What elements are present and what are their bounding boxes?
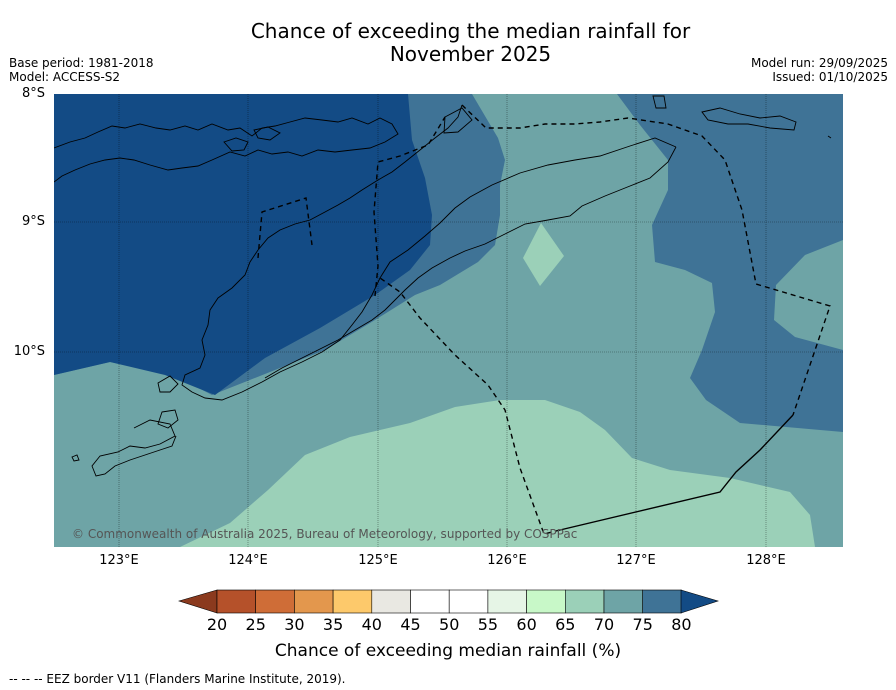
- eez-segment-south: [379, 277, 561, 535]
- coastline-timor-south: [264, 146, 677, 379]
- lat-label-8s: 8°S: [21, 86, 45, 101]
- colorbar-bin-65-70: [564, 589, 605, 614]
- coastline-sawu-cluster: [91, 409, 179, 477]
- colorbar-bin-40-45: [371, 589, 411, 614]
- eez-border: [257, 104, 831, 535]
- colorbar-bin-75-80: [642, 589, 682, 614]
- colorbar-bin-30-35: [294, 589, 334, 614]
- colorbar-extend-high: [680, 589, 719, 614]
- lon-label-123e: 123°E: [99, 553, 139, 568]
- base-period: Base period: 1981-2018: [9, 56, 154, 70]
- colorbar-bin-35-40: [332, 589, 373, 614]
- colorbar-bin-20-25: [216, 589, 257, 614]
- colorbar-extend-low: [178, 589, 218, 614]
- contour-70-75-east: [774, 240, 843, 350]
- colorbar-tick-40: 40: [361, 615, 382, 634]
- colorbar-tick-50: 50: [439, 615, 460, 634]
- colorbar-bin-50-55: [448, 589, 489, 614]
- eez-segment-west: [373, 116, 446, 297]
- issued-date: Issued: 01/10/2025: [772, 70, 888, 84]
- coastline-flores: [54, 117, 399, 183]
- lon-label-124e: 124°E: [228, 553, 268, 568]
- lon-label-128e: 128°E: [746, 553, 786, 568]
- model-name: Model: ACCESS-S2: [9, 70, 121, 84]
- colorbar-tick-35: 35: [322, 615, 344, 634]
- meta-right: Model run: 29/09/2025 Issued: 01/10/2025: [751, 56, 888, 84]
- eez-footnote: -- -- -- EEZ border V11 (Flanders Marine…: [9, 672, 346, 686]
- colorbar-tick-60: 60: [516, 615, 537, 634]
- title-line-2: November 2025: [389, 42, 552, 66]
- lon-label-125e: 125°E: [358, 553, 398, 568]
- contour-65-70-diamond: [523, 223, 564, 286]
- lat-label-9s: 9°S: [21, 214, 45, 229]
- model-run: Model run: 29/09/2025: [750, 56, 888, 70]
- probability-contours: [54, 94, 843, 547]
- coastline-alor: [223, 137, 249, 152]
- colorbar-tick-45: 45: [400, 615, 421, 634]
- colorbar-tick-75: 75: [632, 615, 653, 634]
- colorbar-tick-80: 80: [671, 615, 692, 634]
- lon-label-126e: 126°E: [487, 553, 527, 568]
- chart-title: Chance of exceeding the median rainfall …: [0, 20, 896, 66]
- coastlines: [54, 95, 832, 477]
- contour-above-80: [54, 94, 432, 395]
- colorbar-bin-60-65: [526, 589, 566, 614]
- coastline-rote: [157, 375, 179, 393]
- coastline-timor: [181, 104, 677, 401]
- meta-left: Base period: 1981-2018 Model: ACCESS-S2: [9, 56, 154, 84]
- rainfall-map: [54, 94, 843, 547]
- colorbar-label: Chance of exceeding median rainfall (%): [274, 641, 622, 661]
- colorbar-tick-70: 70: [593, 615, 615, 634]
- coastline-island-ne-1: [652, 95, 667, 109]
- copyright-text: © Commonwealth of Australia 2025, Bureau…: [72, 527, 578, 541]
- colorbar-tick-30: 30: [284, 615, 305, 634]
- coastline-small-islet: [71, 454, 80, 462]
- colorbar-tick-20: 20: [206, 615, 228, 634]
- colorbar-bin-25-30: [255, 589, 295, 614]
- colorbar-bin-55-60: [487, 589, 527, 614]
- colorbar-bin-70-75: [603, 589, 644, 614]
- coastline-wetar: [443, 107, 473, 134]
- coastline-pantar: [253, 126, 281, 141]
- colorbar-bin-45-50: [410, 589, 450, 614]
- graticule: [54, 94, 843, 547]
- contour-65-70-south: [180, 400, 815, 547]
- lat-label-10s: 10°S: [13, 344, 45, 359]
- lon-label-127e: 127°E: [616, 553, 656, 568]
- colorbar-tick-55: 55: [477, 615, 499, 634]
- colorbar-tick-65: 65: [555, 615, 576, 634]
- coastline-island-ne-3: [827, 135, 832, 139]
- colorbar-tick-25: 25: [245, 615, 266, 634]
- title-line-1: Chance of exceeding the median rainfall …: [250, 19, 691, 43]
- colorbar: [178, 589, 719, 614]
- eez-segment-solid: [559, 414, 794, 531]
- contour-70-75: [54, 94, 843, 547]
- coastline-island-ne-2: [701, 107, 797, 131]
